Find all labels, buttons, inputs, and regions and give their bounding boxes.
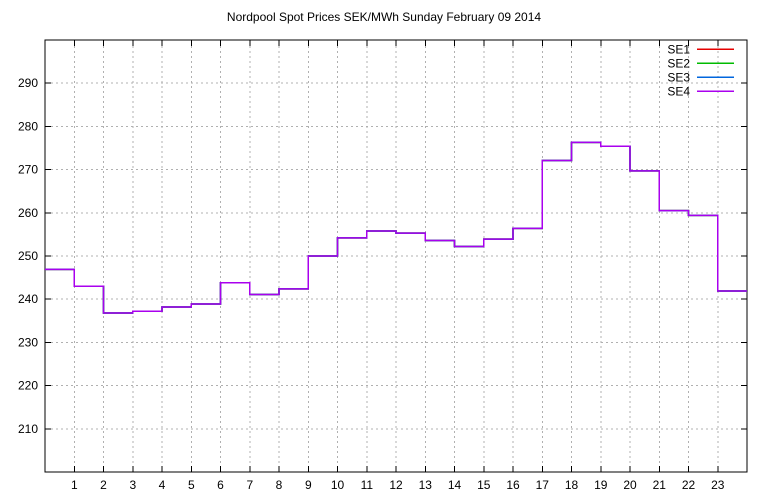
legend-label-se1: SE1 [667,42,690,56]
x-tick-label: 16 [506,478,520,492]
x-tick-label: 21 [653,478,667,492]
legend-label-se4: SE4 [667,84,690,98]
x-tick-label: 15 [477,478,491,492]
x-tick-label: 8 [276,478,283,492]
y-tick-label: 270 [18,163,38,177]
x-tick-label: 18 [565,478,579,492]
x-tick-label: 22 [682,478,696,492]
y-tick-label: 210 [18,422,38,436]
series-se4-line [45,141,747,314]
x-tick-label: 11 [361,478,374,492]
x-tick-label: 23 [711,478,725,492]
x-tick-label: 12 [389,478,403,492]
chart-title: Nordpool Spot Prices SEK/MWh Sunday Febr… [226,10,542,24]
y-tick-label: 260 [18,206,38,220]
y-tick-label: 220 [18,379,38,393]
x-tick-label: 14 [448,478,462,492]
x-tick-label: 6 [217,478,224,492]
x-tick-label: 1 [71,478,78,492]
x-tick-label: 2 [100,478,107,492]
y-tick-label: 240 [18,292,38,306]
y-tick-label: 230 [18,335,38,349]
y-tick-label: 250 [18,249,38,263]
plot-border [44,39,748,473]
x-tick-label: 9 [305,478,312,492]
y-tick-label: 280 [18,119,38,133]
x-tick-label: 7 [246,478,253,492]
x-tick-label: 20 [623,478,637,492]
y-tick-label: 290 [18,76,38,90]
x-tick-label: 10 [331,478,345,492]
x-tick-label: 4 [159,478,166,492]
x-tick-label: 19 [594,478,608,492]
x-tick-label: 3 [129,478,136,492]
x-tick-label: 5 [188,478,195,492]
legend-label-se3: SE3 [667,70,690,84]
x-tick-label: 17 [536,478,550,492]
x-tick-label: 13 [419,478,433,492]
legend-label-se2: SE2 [667,56,690,70]
